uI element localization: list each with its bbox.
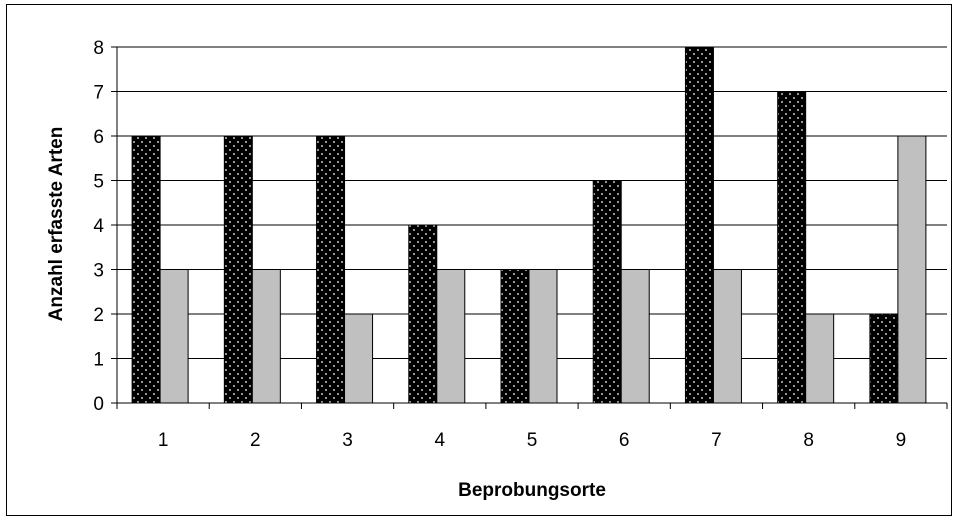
- bar-series-1-2: [223, 135, 253, 404]
- y-tick-label: 0: [93, 394, 104, 415]
- bar-series-2-1: [159, 269, 189, 404]
- bar-series-2-8: [805, 313, 835, 404]
- y-tick-label: 1: [93, 350, 104, 371]
- bars: [131, 46, 927, 404]
- x-tick-label: 6: [619, 430, 630, 451]
- bar-series-1-4: [408, 224, 438, 404]
- x-tick-label: 8: [803, 430, 814, 451]
- bar-series-2-9: [897, 135, 927, 404]
- y-tick-label: 6: [93, 127, 104, 148]
- bar-series-1-7: [684, 46, 714, 404]
- bar-series-1-1: [131, 135, 161, 404]
- x-tick-label: 4: [434, 430, 445, 451]
- bar-series-2-4: [436, 269, 466, 404]
- axes: [111, 46, 948, 409]
- y-tick-label: 2: [93, 305, 104, 326]
- x-tick-label: 2: [250, 430, 261, 451]
- bar-series-1-3: [316, 135, 346, 404]
- y-tick-label: 5: [93, 172, 104, 193]
- bar-series-2-7: [712, 269, 742, 404]
- bar-series-1-9: [869, 313, 899, 404]
- x-tick-label: 1: [158, 430, 169, 451]
- bar-series-2-5: [528, 269, 558, 404]
- bar-series-2-2: [251, 269, 281, 404]
- bar-series-1-5: [500, 269, 530, 404]
- y-axis-title: Anzahl erfasste Arten: [46, 127, 67, 322]
- x-tick-label: 7: [711, 430, 722, 451]
- x-tick-label: 3: [342, 430, 353, 451]
- tick-labels: 0 1 2 3 4 5 6 7 8 1 2 3 4 5 6 7 8 9: [93, 38, 906, 451]
- bar-series-1-6: [592, 180, 622, 404]
- y-tick-label: 7: [93, 83, 104, 104]
- y-tick-label: 3: [93, 261, 104, 282]
- x-axis-title: Beprobungsorte: [458, 480, 606, 501]
- x-tick-label: 9: [896, 430, 907, 451]
- bar-series-2-6: [620, 269, 650, 404]
- y-tick-label: 8: [93, 38, 104, 59]
- y-tick-label: 4: [93, 216, 104, 237]
- bar-series-2-3: [344, 313, 374, 404]
- x-tick-label: 5: [527, 430, 538, 451]
- bar-series-1-8: [777, 91, 807, 404]
